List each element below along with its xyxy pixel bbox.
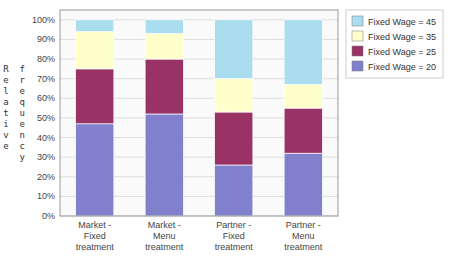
bar-segment: [284, 20, 322, 85]
bar-segment: [145, 59, 183, 114]
x-tick-label-line: Market -: [78, 220, 111, 230]
bar-segment: [215, 165, 253, 216]
legend-swatch: [352, 46, 363, 56]
y-tick-label: 100%: [32, 15, 55, 25]
y-axis-label-line: a q: [3, 97, 25, 107]
x-tick-label-line: treatment: [145, 242, 184, 252]
bar-segment: [284, 108, 322, 153]
bar-segment: [145, 20, 183, 34]
y-tick-label: 30%: [37, 152, 55, 162]
legend-label: Fixed Wage = 25: [368, 47, 436, 57]
x-tick-label-line: Partner -: [216, 220, 251, 230]
bar-segment: [76, 69, 114, 124]
bar-segment: [215, 79, 253, 112]
y-axis-label-line: e c: [3, 141, 25, 151]
y-axis-label-line: y: [3, 152, 25, 162]
y-axis-label-line: e r: [3, 75, 25, 85]
x-tick-label: Partner -Fixedtreatment: [215, 220, 254, 252]
x-tick-label-line: Fixed: [84, 231, 106, 241]
x-tick-label-line: Menu: [292, 231, 315, 241]
y-axis-label-line: R f: [3, 64, 25, 74]
x-tick-label-line: treatment: [284, 242, 323, 252]
x-tick-label: Market -Menutreatment: [145, 220, 184, 252]
y-tick-label: 10%: [37, 191, 55, 201]
bar-segment: [145, 34, 183, 60]
plot-frame: [60, 10, 338, 216]
legend-swatch: [352, 31, 363, 41]
bar-segment: [145, 114, 183, 216]
bars: [76, 20, 323, 216]
bar-segment: [76, 32, 114, 69]
bar-segment: [215, 112, 253, 165]
y-axis-label-line: t u: [3, 108, 25, 118]
x-tick-label: Partner -Menutreatment: [284, 220, 323, 252]
y-tick-label: 20%: [37, 172, 55, 182]
y-tick-label: 60%: [37, 93, 55, 103]
bar-segment: [76, 124, 114, 216]
x-tick-label-line: treatment: [76, 242, 115, 252]
legend-label: Fixed Wage = 45: [368, 17, 436, 27]
y-tick-label: 50%: [37, 113, 55, 123]
legend-box: [346, 10, 443, 78]
chart: 0% 10% 20% 30% 40% 50% 60% 70% 80% 90% 100% Market …: [0, 0, 449, 261]
y-tick-label: 70%: [37, 74, 55, 84]
x-tick-label-line: Partner -: [286, 220, 321, 230]
x-tick-label-line: treatment: [215, 242, 254, 252]
y-axis-label-line: l e: [3, 86, 25, 96]
legend-swatch: [352, 61, 363, 71]
x-tick-label: Market -Fixedtreatment: [76, 220, 115, 252]
plot-background: [60, 10, 338, 216]
bar-segment: [284, 85, 322, 109]
y-axis-label-line: v n: [3, 130, 25, 140]
legend-label: Fixed Wage = 35: [368, 32, 436, 42]
x-tick-label-line: Fixed: [223, 231, 245, 241]
y-axis-label-line: i e: [3, 119, 25, 129]
bar-segment: [76, 20, 114, 32]
bar-segment: [215, 20, 253, 79]
y-tick-label: 40%: [37, 133, 55, 143]
x-tick-label-line: Menu: [153, 231, 176, 241]
y-axis-label: R fe rl ea qt ui ev ne c y: [3, 64, 25, 162]
y-tick-label: 0%: [42, 211, 55, 221]
bar-segment: [284, 153, 322, 216]
x-tick-label-line: Market -: [148, 220, 181, 230]
legend: Fixed Wage = 45 Fixed Wage = 35 Fixed Wage…: [346, 10, 443, 78]
y-tick-label: 80%: [37, 54, 55, 64]
y-tick-label: 90%: [37, 34, 55, 44]
legend-label: Fixed Wage = 20: [368, 62, 436, 72]
legend-swatch: [352, 16, 363, 26]
